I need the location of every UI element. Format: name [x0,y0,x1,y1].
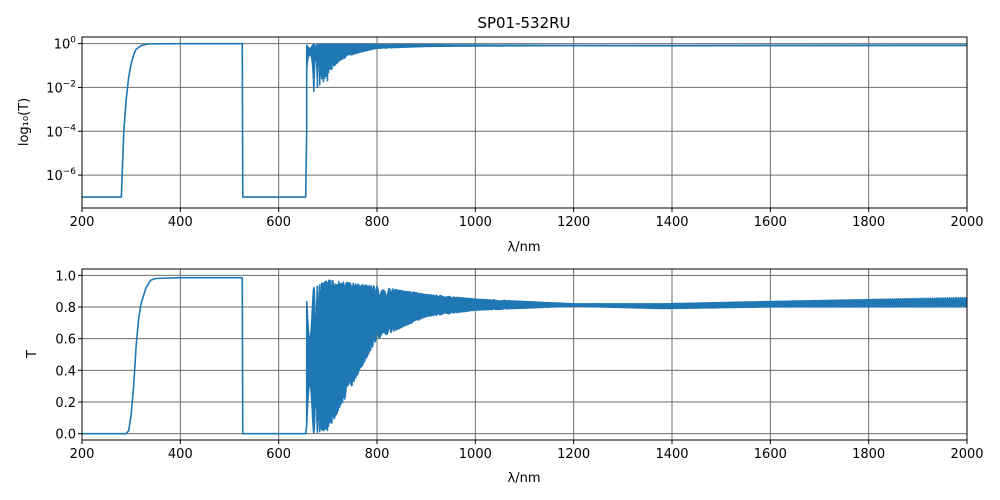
bottom-x-tick-label: 1400 [655,447,688,462]
bottom-x-tick-label: 1600 [754,447,787,462]
bottom-series-line [82,276,968,435]
bottom-panel: 200 400 600 800 1000 1200 1400 1600 1800 2000 0.0… [25,268,984,486]
top-y-tick-label: 10−4 [46,123,76,140]
top-x-tick-label: 1400 [655,215,688,230]
bottom-axes-frame [81,268,968,441]
bottom-x-axis-label: λ/nm [508,471,541,486]
top-x-tick-label: 400 [168,215,193,230]
top-y-tick-label: 100 [54,36,77,53]
bottom-y-tick-label: 0.4 [55,364,76,379]
top-x-tick-label: 200 [70,215,95,230]
top-x-tick-label: 800 [365,215,390,230]
chart-title: SP01-532RU [477,14,570,32]
bottom-y-tick-label: 1.0 [55,269,76,284]
bottom-x-tick-label: 2000 [950,447,983,462]
bottom-x-ticks: 200 400 600 800 1000 1200 1400 1600 1800 2000 [70,440,984,462]
top-x-tick-label: 600 [266,215,291,230]
top-y-tick-label: 10−6 [46,167,76,184]
bottom-plot-area [82,269,967,440]
bottom-y-tick-label: 0.6 [55,333,76,348]
bottom-x-tick-label: 1800 [852,447,885,462]
bottom-x-tick-label: 1200 [557,447,590,462]
top-series [82,42,968,198]
bottom-series [82,276,968,435]
top-y-axis-label: log₁₀(T) [17,98,32,146]
bottom-y-ticks: 0.0 0.2 0.4 0.6 0.8 1.0 [55,269,82,443]
top-y-ticks: 100 10−2 10−4 10−6 [46,36,82,184]
top-panel: SP01-532RU 200 400 600 800 1000 1200 1400 1600 1… [17,14,984,255]
bottom-x-tick-label: 800 [365,447,390,462]
top-y-tick-label: 10−2 [46,79,76,96]
bottom-x-tick-label: 400 [168,447,193,462]
top-x-tick-label: 1800 [852,215,885,230]
bottom-y-tick-label: 0.0 [55,428,76,443]
top-x-tick-label: 1200 [557,215,590,230]
bottom-y-axis-label: T [25,350,40,359]
top-plot-area [82,37,967,208]
bottom-y-tick-label: 0.8 [55,301,76,316]
top-x-axis-label: λ/nm [508,240,541,255]
bottom-x-tick-label: 1000 [459,447,492,462]
top-x-tick-label: 1600 [754,215,787,230]
top-x-ticks: 200 400 600 800 1000 1200 1400 1600 1800 2000 [70,208,984,230]
top-x-tick-label: 2000 [950,215,983,230]
top-x-tick-label: 1000 [459,215,492,230]
bottom-x-tick-label: 600 [266,447,291,462]
bottom-x-tick-label: 200 [70,447,95,462]
top-axes-frame [81,36,968,209]
bottom-y-tick-label: 0.2 [55,396,76,411]
top-series-line [82,42,968,198]
